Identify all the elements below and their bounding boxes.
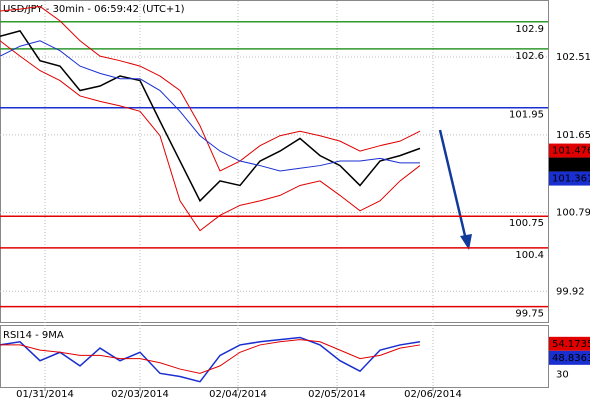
price-tag — [549, 350, 590, 365]
y-tick-label: 101.65 — [556, 130, 590, 141]
level-label: 99.75 — [515, 309, 544, 320]
price-tag — [549, 143, 590, 158]
price-tag — [549, 336, 590, 351]
level-label: 100.75 — [509, 218, 544, 229]
level-label: 100.4 — [515, 250, 544, 261]
level-label: 101.95 — [509, 110, 544, 121]
chart-title: USD/JPY - 30min - 06:59:42 (UTC+1) — [3, 4, 185, 15]
x-tick-label: 02/03/2014 — [111, 389, 169, 400]
y-tick-label: 99.92 — [556, 286, 585, 297]
series-line — [0, 29, 421, 203]
rsi-panel — [0, 325, 549, 388]
series-line — [0, 40, 420, 172]
price-tag — [549, 171, 590, 186]
price-tag — [549, 157, 590, 172]
series-line — [0, 40, 421, 232]
level-label: 102.6 — [515, 51, 544, 62]
price-tag-label: 54.1735 — [552, 339, 590, 350]
x-tick-label: 02/06/2014 — [404, 389, 462, 400]
level-label: 102.9 — [515, 24, 544, 35]
x-tick-label: 01/31/2014 — [16, 389, 74, 400]
forecast-arrow — [438, 129, 468, 241]
price-tag-label: 48.8363 — [552, 353, 590, 364]
x-tick-label: 02/04/2014 — [209, 389, 267, 400]
price-tag-label: 101.476 — [552, 146, 590, 157]
y-tick-label: 30 — [556, 369, 569, 380]
y-tick-label: 100.79 — [556, 208, 590, 219]
series-line — [0, 336, 421, 383]
price-tag-label: 101.361 — [552, 174, 590, 185]
x-tick-label: 02/05/2014 — [308, 389, 366, 400]
forecast-arrowhead — [460, 234, 472, 250]
series-line — [0, 5, 421, 172]
series-line — [0, 339, 421, 374]
price-panel — [0, 0, 549, 323]
chart-title: RSI14 - 9MA — [3, 330, 64, 341]
y-tick-label: 102.51 — [556, 52, 590, 63]
price-tag-label: 101.433 — [552, 160, 590, 171]
